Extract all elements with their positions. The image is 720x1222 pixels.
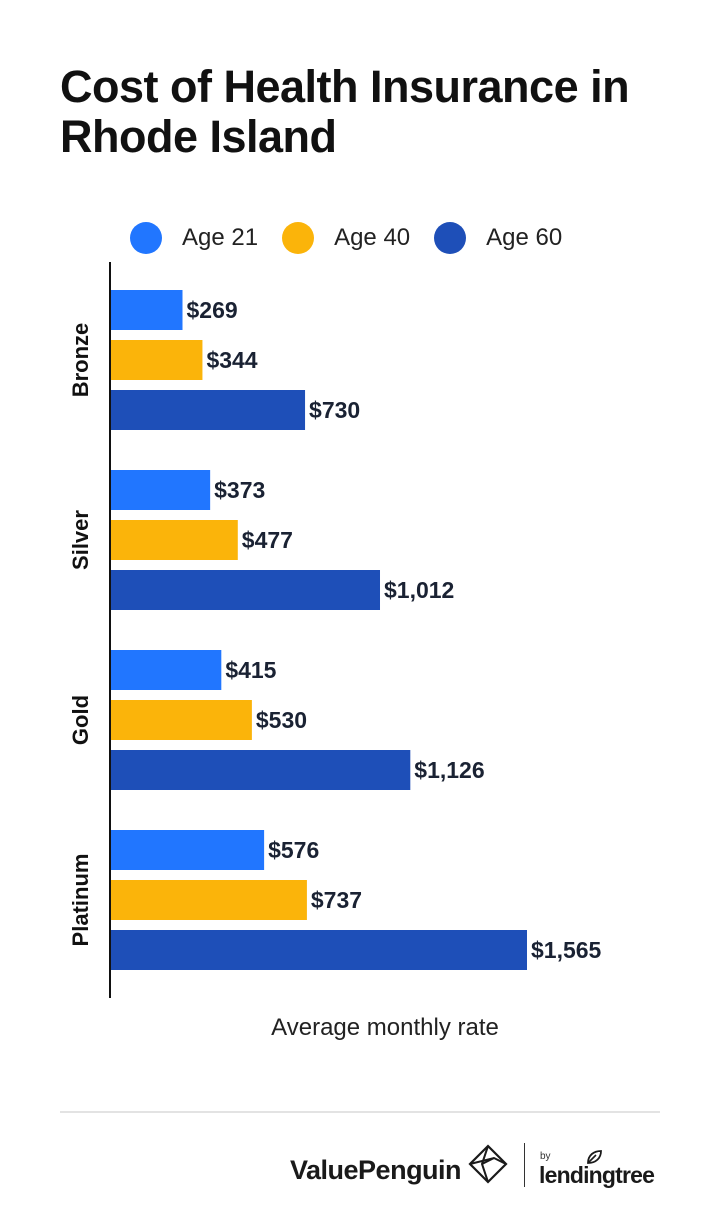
brand-divider <box>524 1143 525 1187</box>
footer-divider <box>60 1111 660 1113</box>
category-label-gold: Gold <box>68 695 93 745</box>
bar-gold-age-60 <box>111 750 411 790</box>
bars <box>111 290 527 970</box>
bar-chart: Bronze Silver Gold Platinum $269 $344 $730 $37… <box>68 262 602 1041</box>
bar-silver-age-60 <box>111 570 381 610</box>
legend-swatch-age-40 <box>282 222 315 254</box>
bar-silver-age-21 <box>111 470 211 510</box>
chart-legend: Age 21 Age 40 Age 60 <box>130 221 586 255</box>
valuepenguin-wordmark: ValuePenguin <box>290 1155 462 1185</box>
category-label-silver: Silver <box>68 510 93 570</box>
value-label-platinum-age-40: $737 <box>311 887 362 913</box>
category-label-platinum: Platinum <box>68 854 93 947</box>
lendingtree-leaf-icon <box>587 1150 602 1164</box>
legend-item-age-40: Age 40 <box>282 222 410 254</box>
legend-label-age-60: Age 60 <box>486 224 563 251</box>
legend-label-age-40: Age 40 <box>334 224 411 251</box>
bar-bronze-age-60 <box>111 390 306 430</box>
lendingtree-wordmark: lendingtree <box>539 1162 655 1188</box>
legend-item-age-21: Age 21 <box>130 222 258 254</box>
bar-bronze-age-21 <box>111 290 183 330</box>
value-label-gold-age-40: $530 <box>256 707 307 733</box>
value-label-silver-age-40: $477 <box>242 527 293 553</box>
bar-gold-age-40 <box>111 700 252 740</box>
value-label-gold-age-60: $1,126 <box>414 757 484 783</box>
value-label-gold-age-21: $415 <box>225 657 276 683</box>
value-label-platinum-age-60: $1,565 <box>531 937 602 963</box>
value-label-silver-age-21: $373 <box>214 477 265 503</box>
value-label-bronze-age-21: $269 <box>187 297 238 323</box>
legend-swatch-age-60 <box>434 222 467 254</box>
legend-label-age-21: Age 21 <box>182 224 259 251</box>
bar-bronze-age-40 <box>111 340 203 380</box>
bar-platinum-age-60 <box>111 930 527 970</box>
value-labels: $269 $344 $730 $373 $477 $1,012 $415 $530 $1,126… <box>187 297 602 963</box>
bar-silver-age-40 <box>111 520 238 560</box>
bar-platinum-age-40 <box>111 880 307 920</box>
category-labels: Bronze Silver Gold Platinum <box>68 323 93 947</box>
category-label-bronze: Bronze <box>68 323 93 398</box>
bar-gold-age-21 <box>111 650 222 690</box>
valuepenguin-logo-icon <box>468 1144 508 1184</box>
chart-title: Cost of Health Insurance in Rhode Island <box>60 61 630 162</box>
x-axis-label: Average monthly rate <box>271 1014 499 1041</box>
legend-item-age-60: Age 60 <box>434 222 562 254</box>
legend-swatch-age-21 <box>130 222 162 254</box>
value-label-bronze-age-40: $344 <box>206 347 257 373</box>
bar-platinum-age-21 <box>111 830 265 870</box>
value-label-bronze-age-60: $730 <box>309 397 360 423</box>
value-label-silver-age-60: $1,012 <box>384 577 454 603</box>
brand-by-text: by <box>540 1151 551 1162</box>
value-label-platinum-age-21: $576 <box>268 837 319 863</box>
